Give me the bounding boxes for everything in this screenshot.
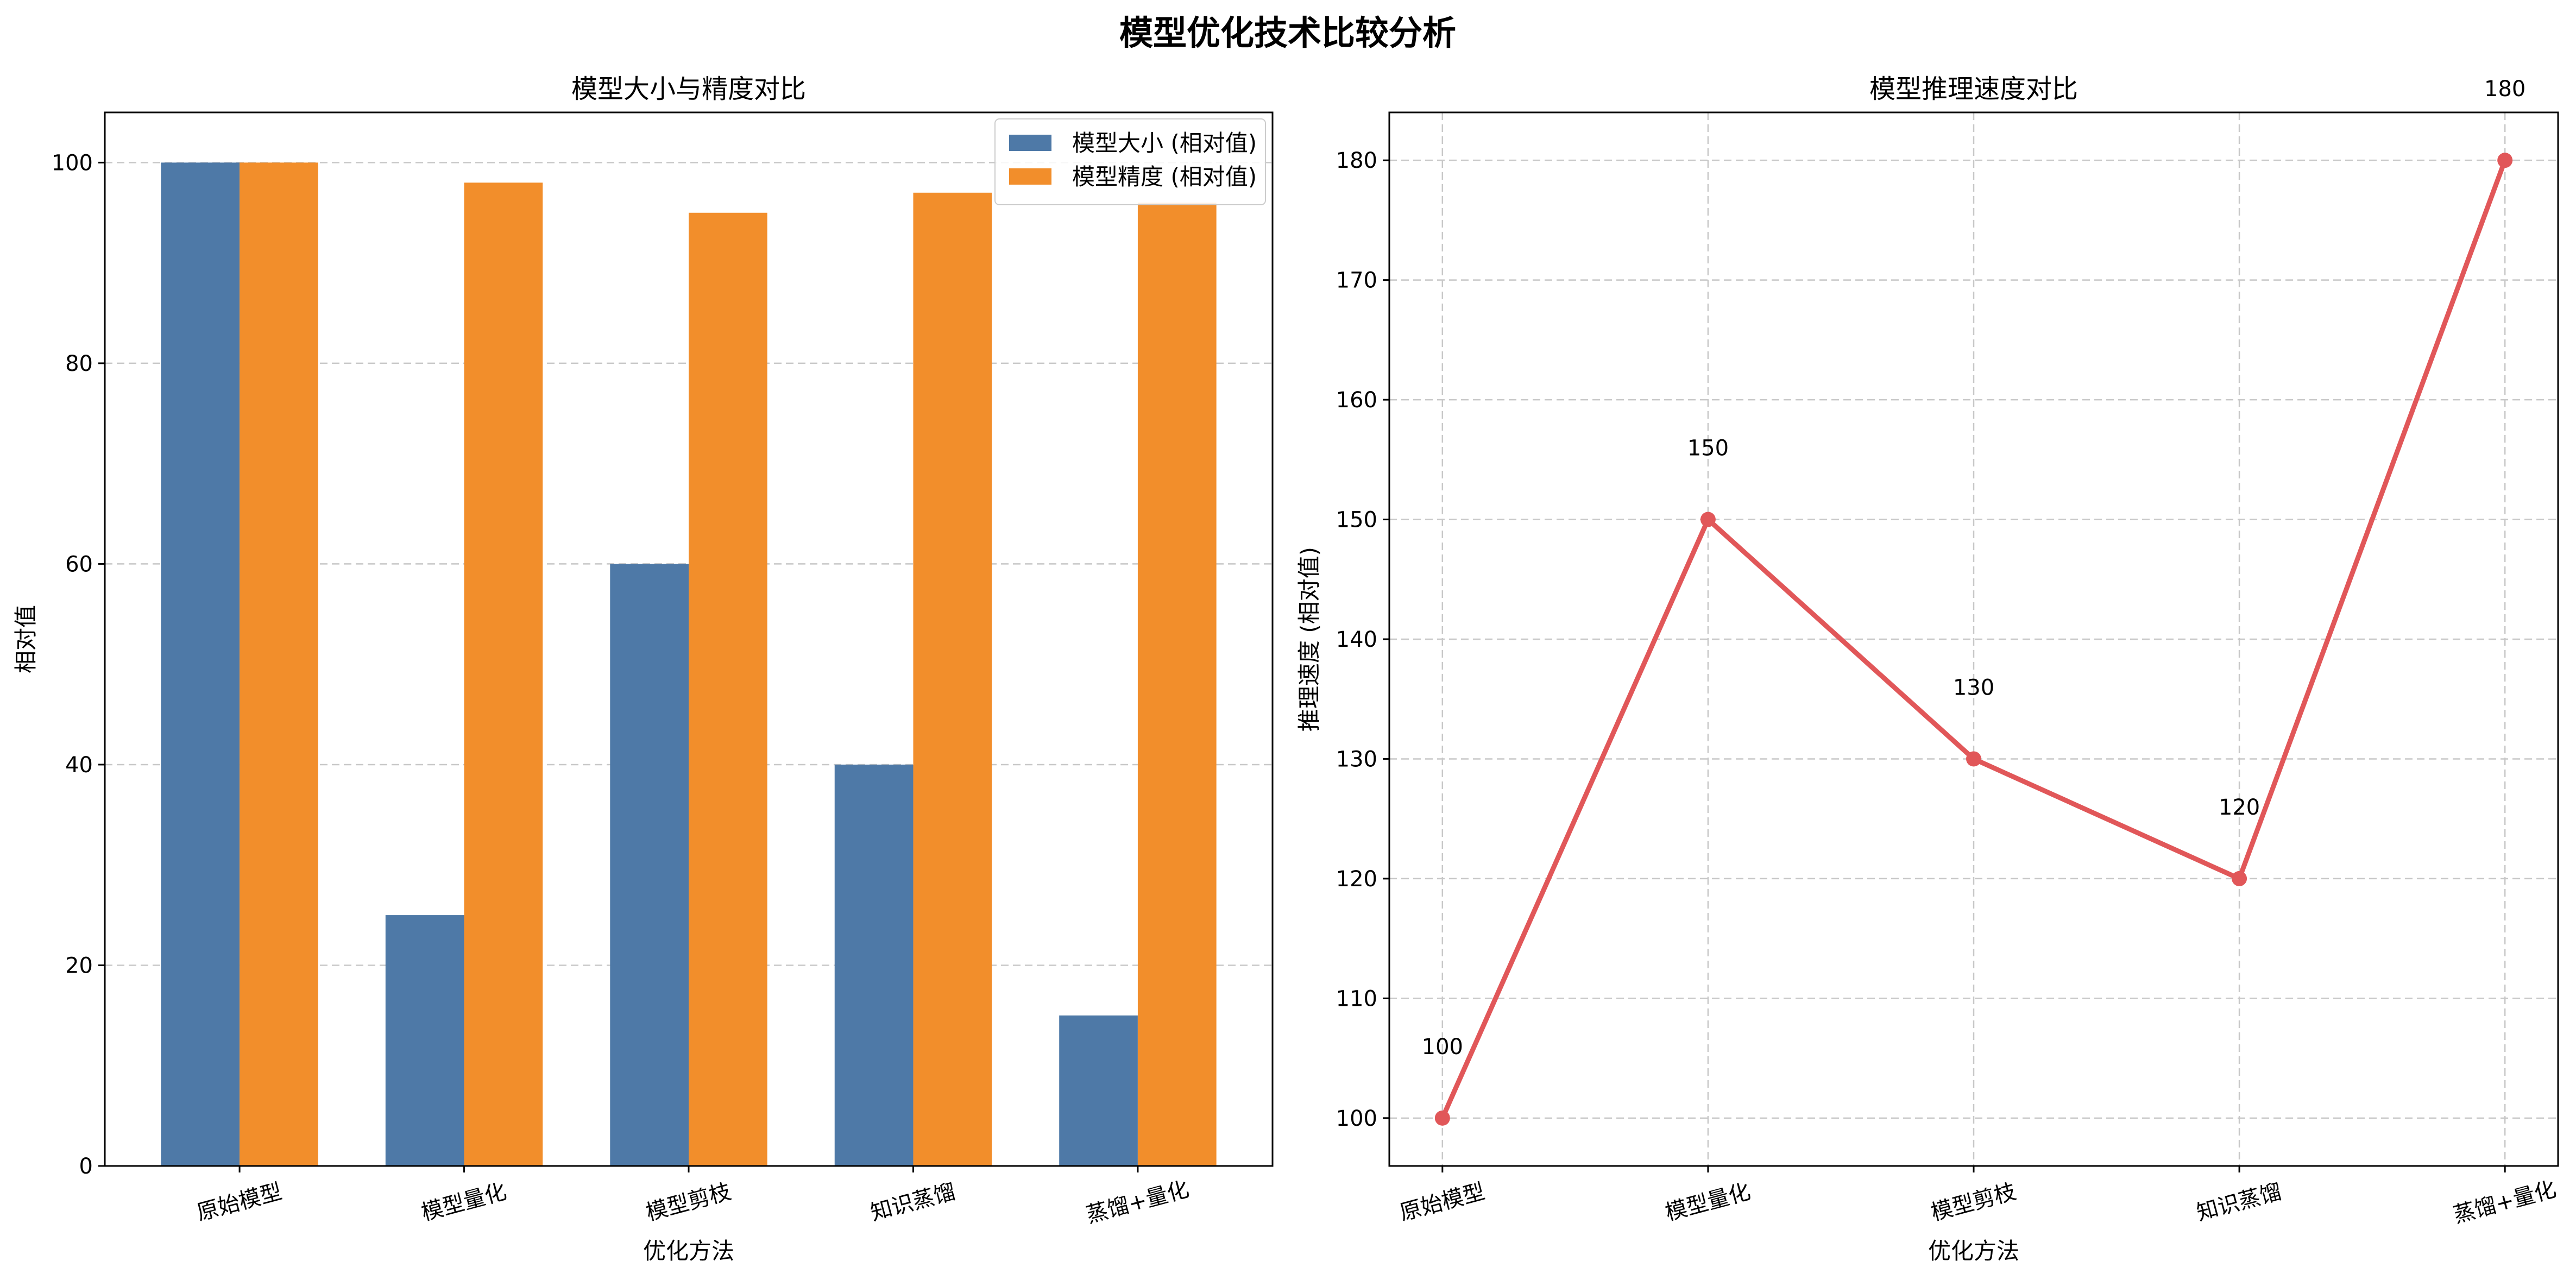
bar-chart-y-tick-label: 80 [65,351,93,376]
bar-chart-bars [161,162,1217,1166]
line-chart-x-tick-label: 模型量化 [1662,1179,1753,1226]
bar-chart-y-tick-label: 0 [79,1154,93,1179]
speed-point [2232,871,2247,886]
legend-label-model-accuracy: 模型精度 (相对值) [1072,163,1257,190]
line-chart-y-tick-label: 100 [1336,1106,1377,1131]
bar-model-size [161,162,240,1166]
bar-model-accuracy [913,192,992,1166]
line-chart-x-axis-label: 优化方法 [1928,1238,2019,1264]
line-chart-y-tick-label: 140 [1336,627,1377,652]
speed-data-label: 130 [1953,675,1994,700]
bar-chart-title: 模型大小与精度对比 [571,74,806,104]
bar-chart-y-tick-label: 40 [65,753,93,778]
line-chart-panel: 模型推理速度对比 100 150 130 120 180 100 110 120 130 140… [1296,74,2559,1264]
speed-point [1700,512,1716,527]
bar-model-accuracy [1137,203,1217,1166]
bar-model-size [610,564,689,1166]
speed-point [1966,751,1981,767]
bar-model-size [834,764,914,1166]
bar-chart-y-ticks: 0 20 40 60 80 100 [52,150,105,1179]
speed-point [2497,153,2513,168]
legend-label-model-size: 模型大小 (相对值) [1072,130,1257,156]
line-chart-y-tick-label: 180 [1336,148,1377,173]
bar-chart-legend: 模型大小 (相对值) 模型精度 (相对值) [994,118,1266,205]
line-chart-y-tick-label: 130 [1336,747,1377,772]
line-chart-y-axis-label: 推理速度 (相对值) [1296,547,1322,732]
legend-box [994,118,1266,205]
line-chart-x-tick-label: 蒸馏+量化 [2451,1177,2559,1228]
bar-chart-y-tick-label: 100 [52,150,93,175]
line-chart-x-tick-label: 原始模型 [1397,1179,1487,1226]
bar-chart-y-tick-label: 20 [65,953,93,978]
line-chart-y-tick-label: 160 [1336,388,1377,413]
line-chart-y-tick-label: 110 [1336,986,1377,1011]
bar-chart-x-tick-label: 模型剪枝 [644,1179,734,1226]
speed-data-label: 120 [2219,795,2260,820]
line-chart-y-tick-label: 170 [1336,268,1377,293]
bar-model-size [1059,1015,1138,1166]
line-chart-x-tick-label: 模型剪枝 [1929,1179,2019,1226]
bar-chart-x-tick-label: 模型量化 [419,1179,509,1226]
bar-chart-x-tick-label: 原始模型 [194,1179,285,1226]
speed-data-label: 180 [2484,77,2525,102]
bar-chart-y-tick-label: 60 [65,552,93,577]
line-chart-y-ticks: 100 110 120 130 140 150 160 170 180 [1336,148,1389,1131]
bar-model-size [385,915,464,1166]
bar-model-accuracy [240,162,318,1166]
line-chart-x-ticks: 原始模型 模型量化 模型剪枝 知识蒸馏 蒸馏+量化 [1397,1166,2559,1228]
bar-chart-y-axis-label: 相对值 [12,605,39,673]
bar-model-accuracy [464,182,543,1166]
line-chart-gridlines [1389,112,2558,1166]
line-chart-x-tick-label: 知识蒸馏 [2194,1179,2284,1226]
legend-swatch-model-size [1009,135,1051,151]
line-chart-y-tick-label: 120 [1336,867,1377,892]
line-chart-title: 模型推理速度对比 [1869,74,2078,104]
speed-point [1434,1110,1450,1126]
figure-title: 模型优化技术比较分析 [1119,13,1456,53]
line-chart-series: 100 150 130 120 180 [1422,77,2525,1126]
legend-swatch-model-accuracy [1009,168,1051,185]
bar-chart-x-ticks: 原始模型 模型量化 模型剪枝 知识蒸馏 蒸馏+量化 [194,1166,1192,1228]
bar-chart-x-tick-label: 知识蒸馏 [868,1179,958,1226]
line-chart-y-tick-label: 150 [1336,508,1377,533]
speed-data-label: 150 [1687,436,1729,461]
bar-chart-x-tick-label: 蒸馏+量化 [1084,1177,1192,1228]
speed-data-label: 100 [1422,1035,1463,1060]
bar-chart-x-axis-label: 优化方法 [643,1238,734,1264]
bar-model-accuracy [689,212,767,1166]
bar-chart-panel: 模型大小与精度对比 0 20 40 60 80 100 原始模型 模型量化 模型剪枝 知识蒸馏 蒸… [12,74,1274,1264]
